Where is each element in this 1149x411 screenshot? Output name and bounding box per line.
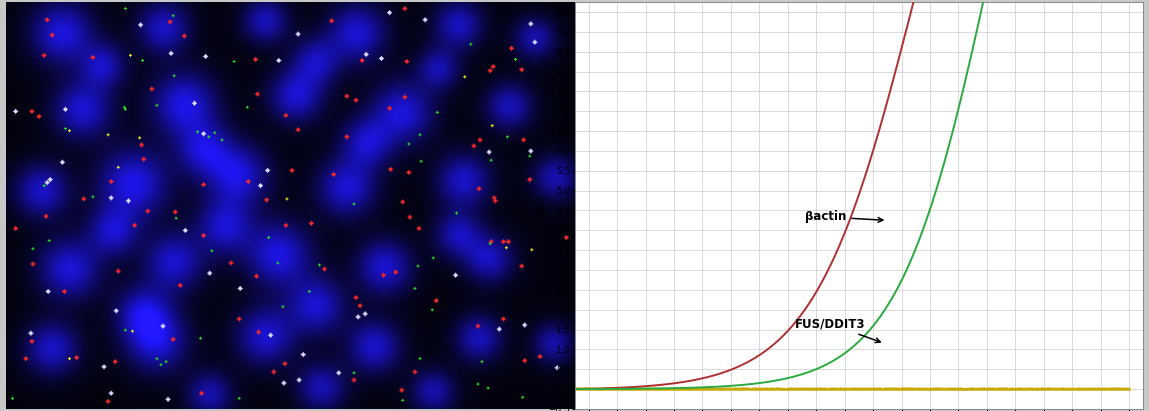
Text: FUS/DDIT3: FUS/DDIT3	[795, 318, 880, 343]
Text: βactin: βactin	[804, 210, 882, 224]
Y-axis label: ΔRn: ΔRn	[535, 195, 546, 216]
